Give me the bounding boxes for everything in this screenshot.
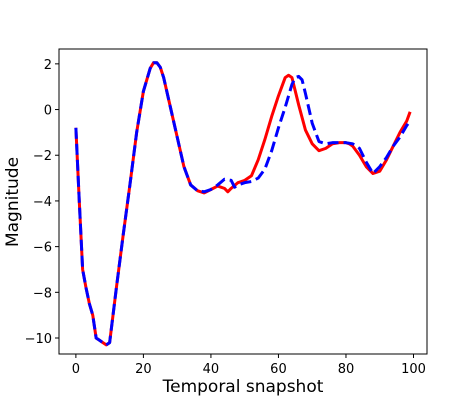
y-tick-label: −4 bbox=[33, 195, 52, 210]
y-axis-label: Magnitude bbox=[3, 157, 23, 247]
y-tick-label: 2 bbox=[44, 58, 52, 73]
x-axis-label: Temporal snapshot bbox=[162, 377, 324, 397]
series-line-2 bbox=[74, 61, 412, 347]
series-line-1 bbox=[74, 61, 412, 347]
x-tick-label: 60 bbox=[270, 362, 287, 377]
y-tick-label: 0 bbox=[44, 104, 52, 119]
x-tick-label: 0 bbox=[72, 362, 80, 377]
y-tick-label: −10 bbox=[25, 332, 52, 347]
x-tick-label: 80 bbox=[338, 362, 355, 377]
y-axis-ticks: 2 0 −2 −4 −6 −8 −10 bbox=[25, 58, 59, 347]
y-tick-label: −8 bbox=[33, 286, 52, 301]
series-layer bbox=[74, 61, 412, 347]
y-tick-label: −6 bbox=[33, 241, 52, 256]
y-tick-label: −2 bbox=[33, 149, 52, 164]
x-tick-label: 40 bbox=[203, 362, 220, 377]
x-tick-label: 20 bbox=[135, 362, 152, 377]
x-axis-ticks: 0 20 40 60 80 100 bbox=[72, 354, 426, 377]
x-tick-label: 100 bbox=[401, 362, 426, 377]
axes-frame bbox=[58, 48, 428, 355]
